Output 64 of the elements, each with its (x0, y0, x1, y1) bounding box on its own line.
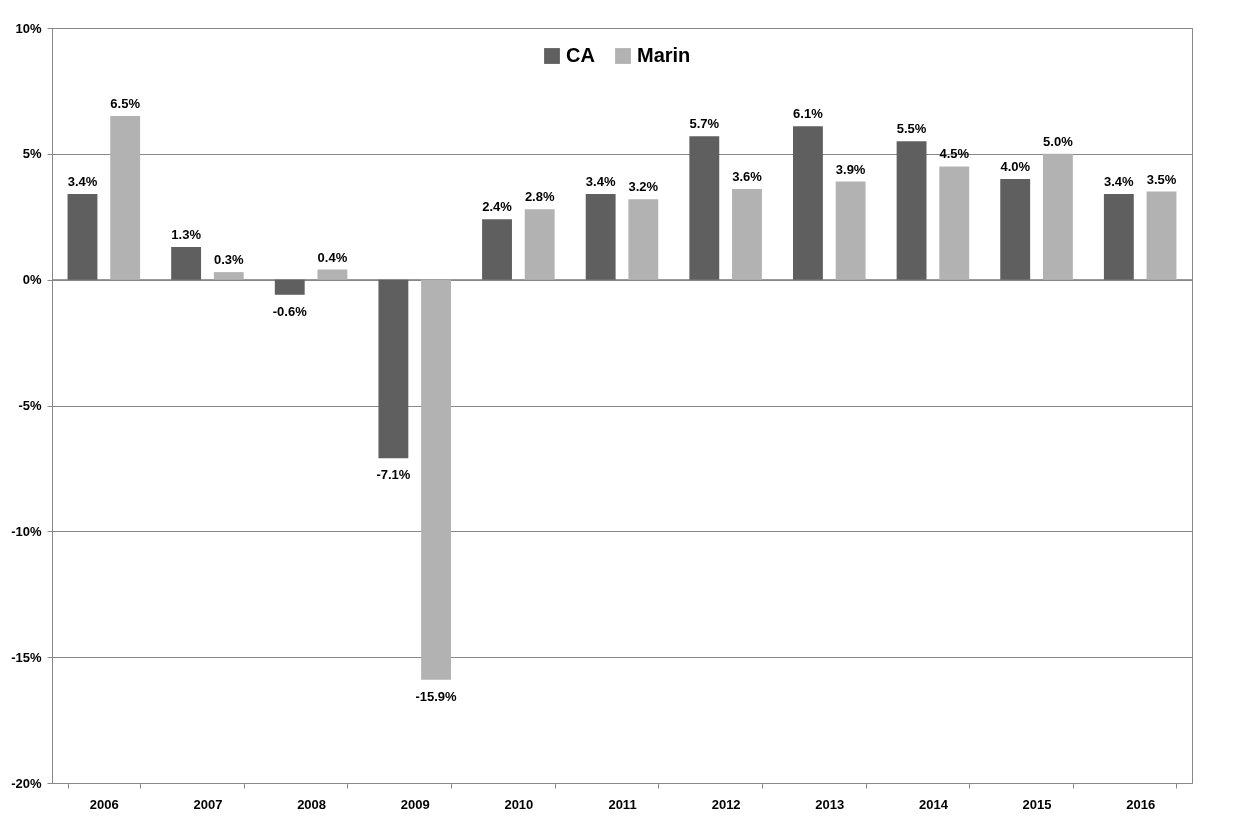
data-label: 6.5% (110, 96, 141, 112)
x-tick-label: 2016 (1126, 796, 1156, 812)
bar (1146, 191, 1177, 280)
y-tick-label: -20% (11, 775, 42, 791)
data-label: 2.8% (524, 189, 555, 205)
data-label: 1.3% (171, 226, 202, 242)
x-tick-label: 2007 (193, 796, 223, 812)
legend-label: CA (566, 44, 595, 66)
data-label: 0.4% (317, 249, 348, 265)
bar (213, 272, 244, 280)
bar (524, 209, 555, 280)
bar (939, 166, 970, 280)
data-label: 0.3% (213, 252, 245, 268)
y-tick-label: 0% (22, 272, 42, 288)
data-label: 5.0% (1043, 133, 1074, 149)
bar (317, 269, 348, 280)
bar (110, 116, 141, 280)
y-tick-label: 10% (15, 20, 42, 36)
data-label: -0.6% (272, 303, 308, 319)
bar (1042, 153, 1073, 280)
bar (378, 279, 409, 459)
data-label: 3.4% (1104, 174, 1135, 190)
x-tick-label: 2006 (89, 796, 119, 812)
data-label: -7.1% (376, 467, 411, 483)
legend-label: Marin (637, 44, 691, 66)
bar (171, 246, 202, 280)
x-tick-label: 2015 (1022, 796, 1052, 812)
x-tick-label: 2013 (815, 796, 845, 812)
y-tick-label: -5% (18, 398, 42, 413)
x-tick-label: 2014 (918, 796, 949, 812)
bar (482, 219, 512, 280)
bar (67, 194, 98, 280)
bar (896, 141, 927, 280)
x-tick-label: 2010 (504, 796, 534, 812)
bar (732, 189, 762, 280)
data-label: 4.5% (939, 146, 970, 162)
bar (585, 194, 616, 280)
x-tick-label: 2012 (711, 796, 741, 812)
y-tick-label: -10% (11, 523, 42, 539)
bar (421, 279, 451, 680)
data-label: 2.4% (482, 199, 513, 215)
data-label: -15.9% (415, 688, 458, 704)
y-tick-label: 5% (22, 146, 42, 162)
bar (628, 199, 659, 280)
bar (689, 136, 720, 280)
x-tick-label: 2008 (297, 796, 327, 812)
data-label: 3.4% (585, 174, 616, 190)
bar (1000, 179, 1031, 280)
x-tick-label: 2009 (400, 796, 430, 812)
x-tick-label: 2011 (608, 796, 637, 812)
y-tick-label: -15% (11, 649, 42, 665)
data-label: 3.5% (1146, 171, 1177, 187)
data-label: 5.5% (896, 121, 927, 137)
bar (793, 126, 823, 280)
data-label: 3.6% (732, 169, 763, 185)
data-label: 6.1% (793, 106, 824, 122)
data-label: 3.4% (67, 174, 98, 190)
data-label: 4.0% (1000, 159, 1031, 174)
bar (835, 181, 866, 280)
data-label: 5.7% (689, 116, 720, 132)
bar (1103, 194, 1134, 280)
data-label: 3.9% (835, 161, 866, 177)
bar (274, 279, 305, 295)
data-label: 3.2% (628, 179, 659, 195)
